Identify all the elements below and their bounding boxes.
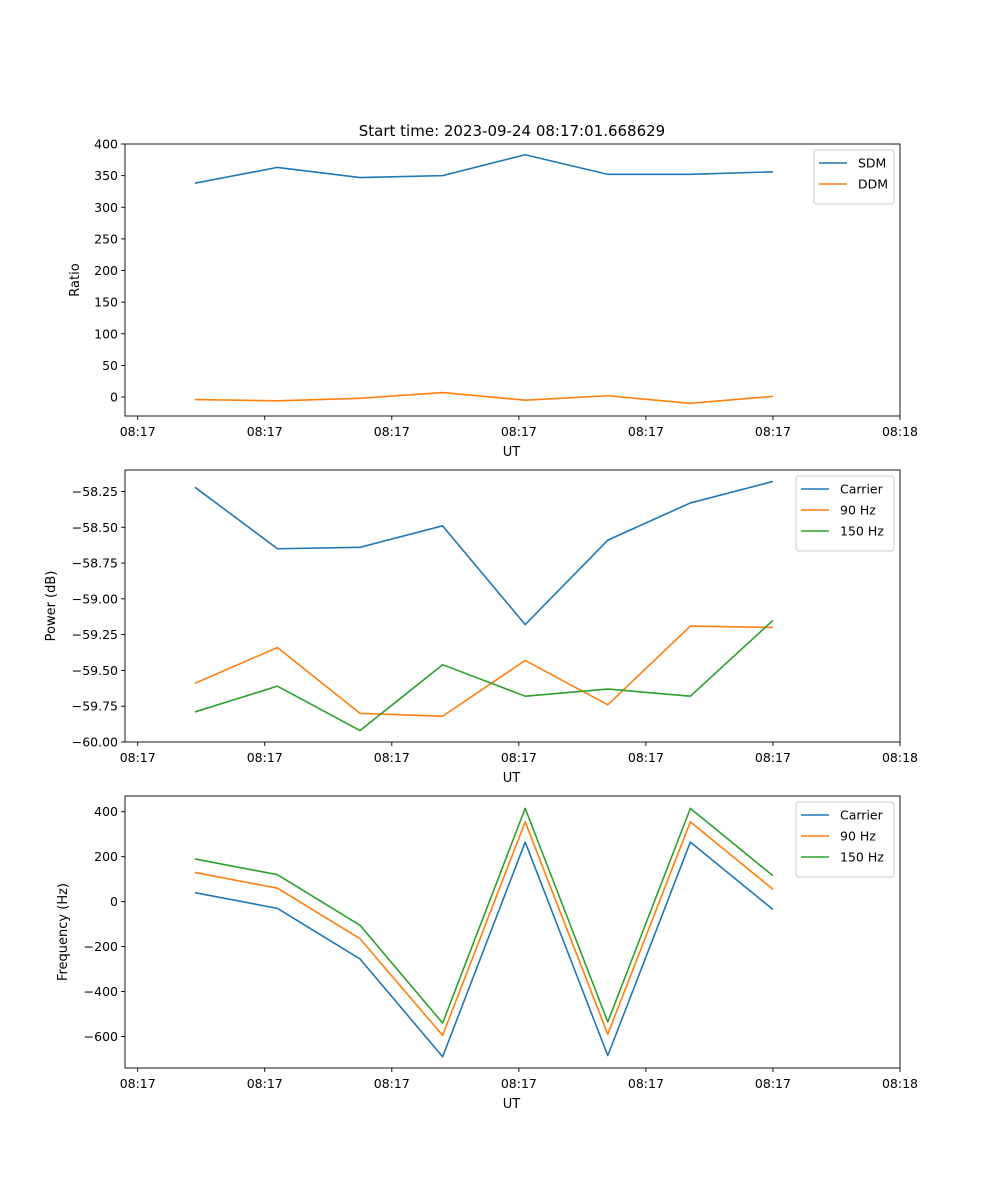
- x-axis-label: UT: [503, 1097, 521, 1112]
- x-tick-label: 08:17: [755, 424, 791, 439]
- y-tick-label: −59.25: [72, 627, 118, 642]
- x-tick-label: 08:17: [374, 1076, 410, 1091]
- legend-label: SDM: [858, 156, 886, 171]
- chart-3: 08:17 08:17 08:17 08:17 08:17 08:17 08:18 400 20…: [56, 795, 918, 1112]
- y-tick-label: −200: [84, 939, 118, 954]
- y-tick-label: 250: [94, 231, 118, 246]
- y-tick-label: −58.50: [72, 520, 118, 535]
- series-line-150-hz: [194, 807, 774, 1024]
- series-line-150-hz: [194, 619, 774, 732]
- legend: Carrier 90 Hz 150 Hz: [795, 475, 895, 552]
- y-tick-label: −600: [84, 1029, 118, 1044]
- x-tick-label: 08:17: [501, 750, 537, 765]
- y-tick-label: 400: [94, 137, 118, 152]
- series-line-90-hz: [194, 821, 774, 1037]
- y-tick-label: 0: [110, 894, 118, 909]
- legend-label: Carrier: [840, 482, 884, 497]
- y-tick-label: −59.00: [72, 591, 118, 606]
- series-line-carrier: [194, 480, 774, 626]
- x-tick-label: 08:17: [755, 1076, 791, 1091]
- axes-frame: [124, 795, 901, 1069]
- x-tick-label: 08:17: [374, 750, 410, 765]
- x-axis-label: UT: [503, 771, 521, 786]
- x-tick-label: 08:17: [374, 424, 410, 439]
- chart-1: 08:17 08:17 08:17 08:17 08:17 08:17 08:18 0 50 10…: [68, 137, 918, 461]
- y-tick-label: 200: [94, 263, 118, 278]
- legend-label: 90 Hz: [840, 829, 876, 844]
- y-tick-label: 100: [94, 326, 118, 341]
- x-tick-label: 08:17: [628, 424, 664, 439]
- x-tick-label: 08:17: [755, 750, 791, 765]
- chart-2: 08:17 08:17 08:17 08:17 08:17 08:17 08:18 −58.2…: [44, 469, 918, 786]
- y-axis-label: Power (dB): [44, 571, 59, 642]
- figure-title: Start time: 2023-09-24 08:17:01.668629: [359, 122, 665, 140]
- x-tick-label: 08:17: [247, 424, 283, 439]
- x-tick-label: 08:17: [501, 424, 537, 439]
- y-tick-label: −59.75: [72, 699, 118, 714]
- y-tick-label: −59.50: [72, 663, 118, 678]
- y-tick-label: −400: [84, 984, 118, 999]
- y-tick-label: 150: [94, 295, 118, 310]
- series-line-sdm: [194, 153, 773, 185]
- series-line-ddm: [194, 391, 774, 405]
- legend-label: Carrier: [840, 808, 884, 823]
- x-tick-label: 08:17: [247, 1076, 283, 1091]
- y-tick-label: −58.75: [72, 556, 118, 571]
- y-tick-label: −58.25: [72, 484, 118, 499]
- series-line-carrier: [194, 841, 774, 1058]
- x-axis-label: UT: [503, 445, 521, 460]
- y-tick-label: 50: [102, 358, 118, 373]
- legend: Carrier 90 Hz 150 Hz: [795, 801, 895, 878]
- x-tick-label: 08:17: [120, 750, 156, 765]
- legend-box: [795, 801, 895, 878]
- y-tick-label: 0: [110, 390, 118, 405]
- y-axis-label: Ratio: [68, 263, 83, 296]
- axes-frame: [124, 469, 901, 743]
- x-tick-label: 08:18: [882, 750, 918, 765]
- y-tick-label: 350: [94, 168, 118, 183]
- x-tick-label: 08:18: [882, 424, 918, 439]
- legend-label: 150 Hz: [840, 524, 884, 539]
- x-tick-label: 08:17: [501, 1076, 537, 1091]
- x-tick-label: 08:17: [120, 1076, 156, 1091]
- series-line-90-hz: [194, 625, 773, 718]
- axes-frame: [124, 143, 901, 417]
- x-tick-label: 08:18: [882, 1076, 918, 1091]
- charts-container: 08:17 08:17 08:17 08:17 08:17 08:17 08:18 0 50 10…: [44, 137, 918, 1113]
- legend: SDM DDM: [813, 149, 895, 205]
- y-tick-label: 300: [94, 200, 118, 215]
- x-tick-label: 08:17: [628, 1076, 664, 1091]
- y-tick-label: −60.00: [72, 735, 118, 750]
- x-tick-label: 08:17: [247, 750, 283, 765]
- y-tick-label: 400: [94, 804, 118, 819]
- y-axis-label: Frequency (Hz): [56, 883, 71, 981]
- legend-box: [795, 475, 895, 552]
- x-tick-label: 08:17: [628, 750, 664, 765]
- legend-label: DDM: [858, 177, 888, 192]
- x-tick-label: 08:17: [120, 424, 156, 439]
- legend-label: 150 Hz: [840, 850, 884, 865]
- y-tick-label: 200: [94, 849, 118, 864]
- legend-label: 90 Hz: [840, 503, 876, 518]
